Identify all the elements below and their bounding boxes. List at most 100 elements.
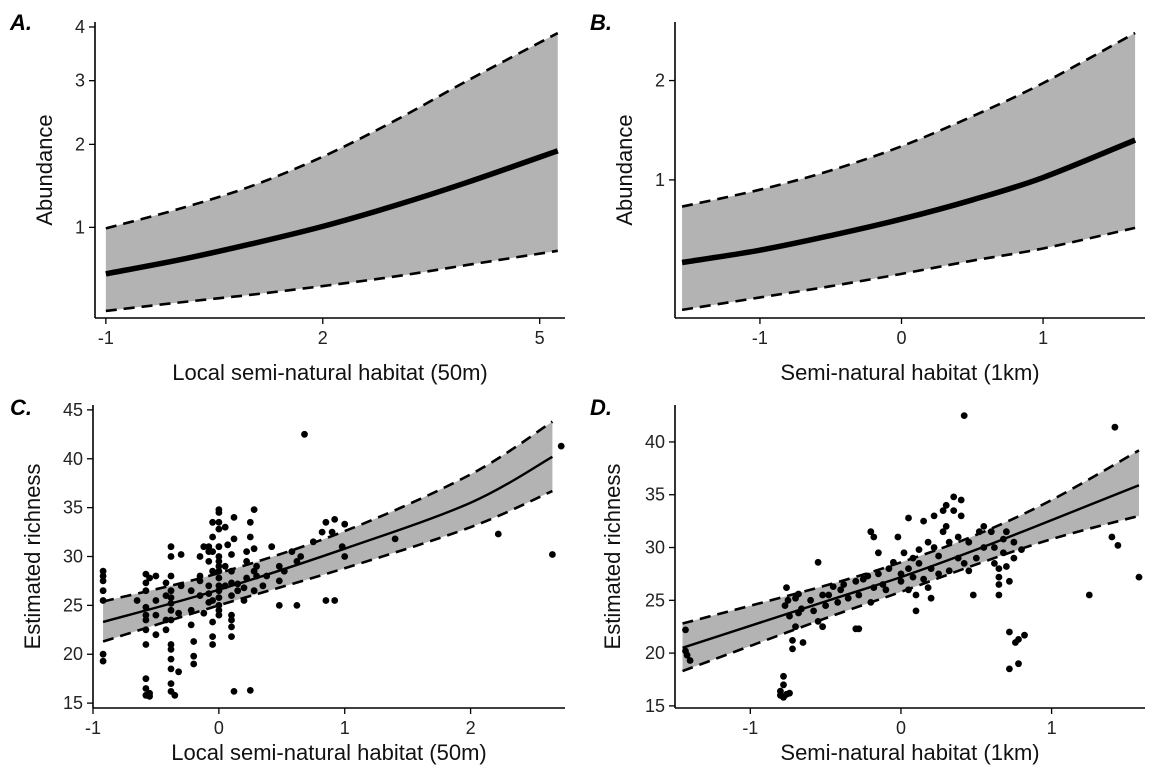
data-point — [246, 687, 254, 694]
data-point — [1111, 423, 1119, 431]
data-point — [686, 657, 694, 664]
ci-lower-line — [681, 226, 1136, 312]
data-point — [867, 528, 875, 536]
data-point — [167, 587, 175, 595]
data-point — [328, 528, 336, 536]
data-point — [167, 572, 175, 580]
x-tick-label: 0 — [896, 328, 906, 348]
data-point — [167, 594, 175, 601]
data-point — [200, 543, 208, 551]
data-point — [167, 646, 175, 653]
data-point — [280, 567, 288, 575]
ci-upper-line — [682, 449, 1140, 625]
data-point — [995, 565, 1003, 572]
data-point — [338, 543, 346, 551]
data-point — [215, 611, 223, 619]
x-tick-label: 2 — [318, 328, 328, 348]
data-point — [293, 558, 301, 565]
panel-label: A. — [9, 10, 32, 35]
data-point — [209, 533, 217, 541]
data-point — [230, 514, 238, 521]
data-point — [549, 551, 556, 558]
data-point — [807, 596, 814, 604]
data-point — [209, 567, 217, 575]
data-point — [288, 548, 296, 555]
data-point — [99, 567, 107, 575]
data-point — [215, 553, 223, 560]
data-point — [912, 591, 920, 599]
data-point — [1108, 533, 1116, 541]
data-point — [142, 626, 150, 634]
data-point — [215, 574, 223, 582]
y-tick-label: 1 — [75, 217, 85, 237]
y-tick-label: 1 — [655, 170, 665, 190]
data-point — [972, 554, 980, 562]
data-point — [795, 590, 802, 598]
data-point — [301, 430, 308, 438]
y-tick-label: 4 — [75, 17, 85, 37]
data-point — [253, 562, 260, 570]
x-axis-title: Semi-natural habitat (1km) — [780, 740, 1039, 765]
y-tick-label: 25 — [63, 595, 83, 615]
data-point — [175, 609, 183, 617]
data-point — [221, 523, 229, 531]
data-point — [209, 618, 217, 626]
data-point — [991, 560, 998, 567]
data-point — [259, 582, 267, 590]
data-point — [209, 518, 217, 526]
data-point — [995, 573, 1003, 581]
data-point — [819, 591, 826, 599]
data-point — [99, 587, 107, 595]
x-tick-label: 1 — [1047, 718, 1057, 738]
data-point — [950, 507, 958, 514]
data-point — [215, 562, 223, 570]
data-point — [799, 639, 807, 646]
data-point — [950, 493, 958, 501]
data-point — [152, 611, 160, 619]
data-point — [867, 599, 875, 606]
data-point — [870, 584, 878, 591]
data-point — [253, 572, 260, 580]
data-point — [965, 567, 973, 575]
y-tick-label: 20 — [63, 644, 83, 664]
data-point — [228, 567, 235, 575]
data-point — [215, 543, 223, 551]
data-point — [819, 623, 826, 631]
data-point — [187, 587, 195, 595]
data-point — [920, 517, 927, 525]
data-point — [99, 572, 107, 580]
data-point — [99, 577, 107, 585]
data-point — [142, 579, 150, 587]
data-point — [960, 560, 968, 567]
data-point — [939, 507, 947, 514]
data-point — [171, 691, 179, 699]
data-point — [1085, 591, 1093, 599]
data-point — [980, 523, 988, 530]
x-tick-label: -1 — [98, 328, 114, 348]
data-point — [927, 565, 935, 572]
data-point — [205, 543, 213, 551]
data-point — [1003, 563, 1010, 570]
y-tick-label: 35 — [645, 485, 665, 505]
plot-area — [681, 31, 1137, 312]
data-point — [221, 562, 229, 570]
data-point — [924, 584, 932, 591]
panel-b: B. -1 0 1 1 2 Semi-natural habitat (1km) Abunda… — [590, 10, 1145, 385]
data-point — [152, 572, 160, 580]
data-point — [243, 548, 251, 555]
ci-lower-line — [682, 514, 1140, 673]
data-point — [177, 551, 185, 558]
fit-line — [682, 484, 1140, 649]
data-point — [855, 591, 863, 599]
data-point — [322, 518, 330, 526]
data-point — [897, 577, 905, 585]
data-point — [142, 603, 150, 611]
data-point — [935, 570, 942, 578]
data-point — [187, 621, 195, 629]
data-point — [965, 538, 973, 546]
data-point — [190, 638, 198, 645]
data-point — [870, 533, 878, 541]
data-point — [494, 530, 502, 538]
data-point — [240, 584, 248, 592]
